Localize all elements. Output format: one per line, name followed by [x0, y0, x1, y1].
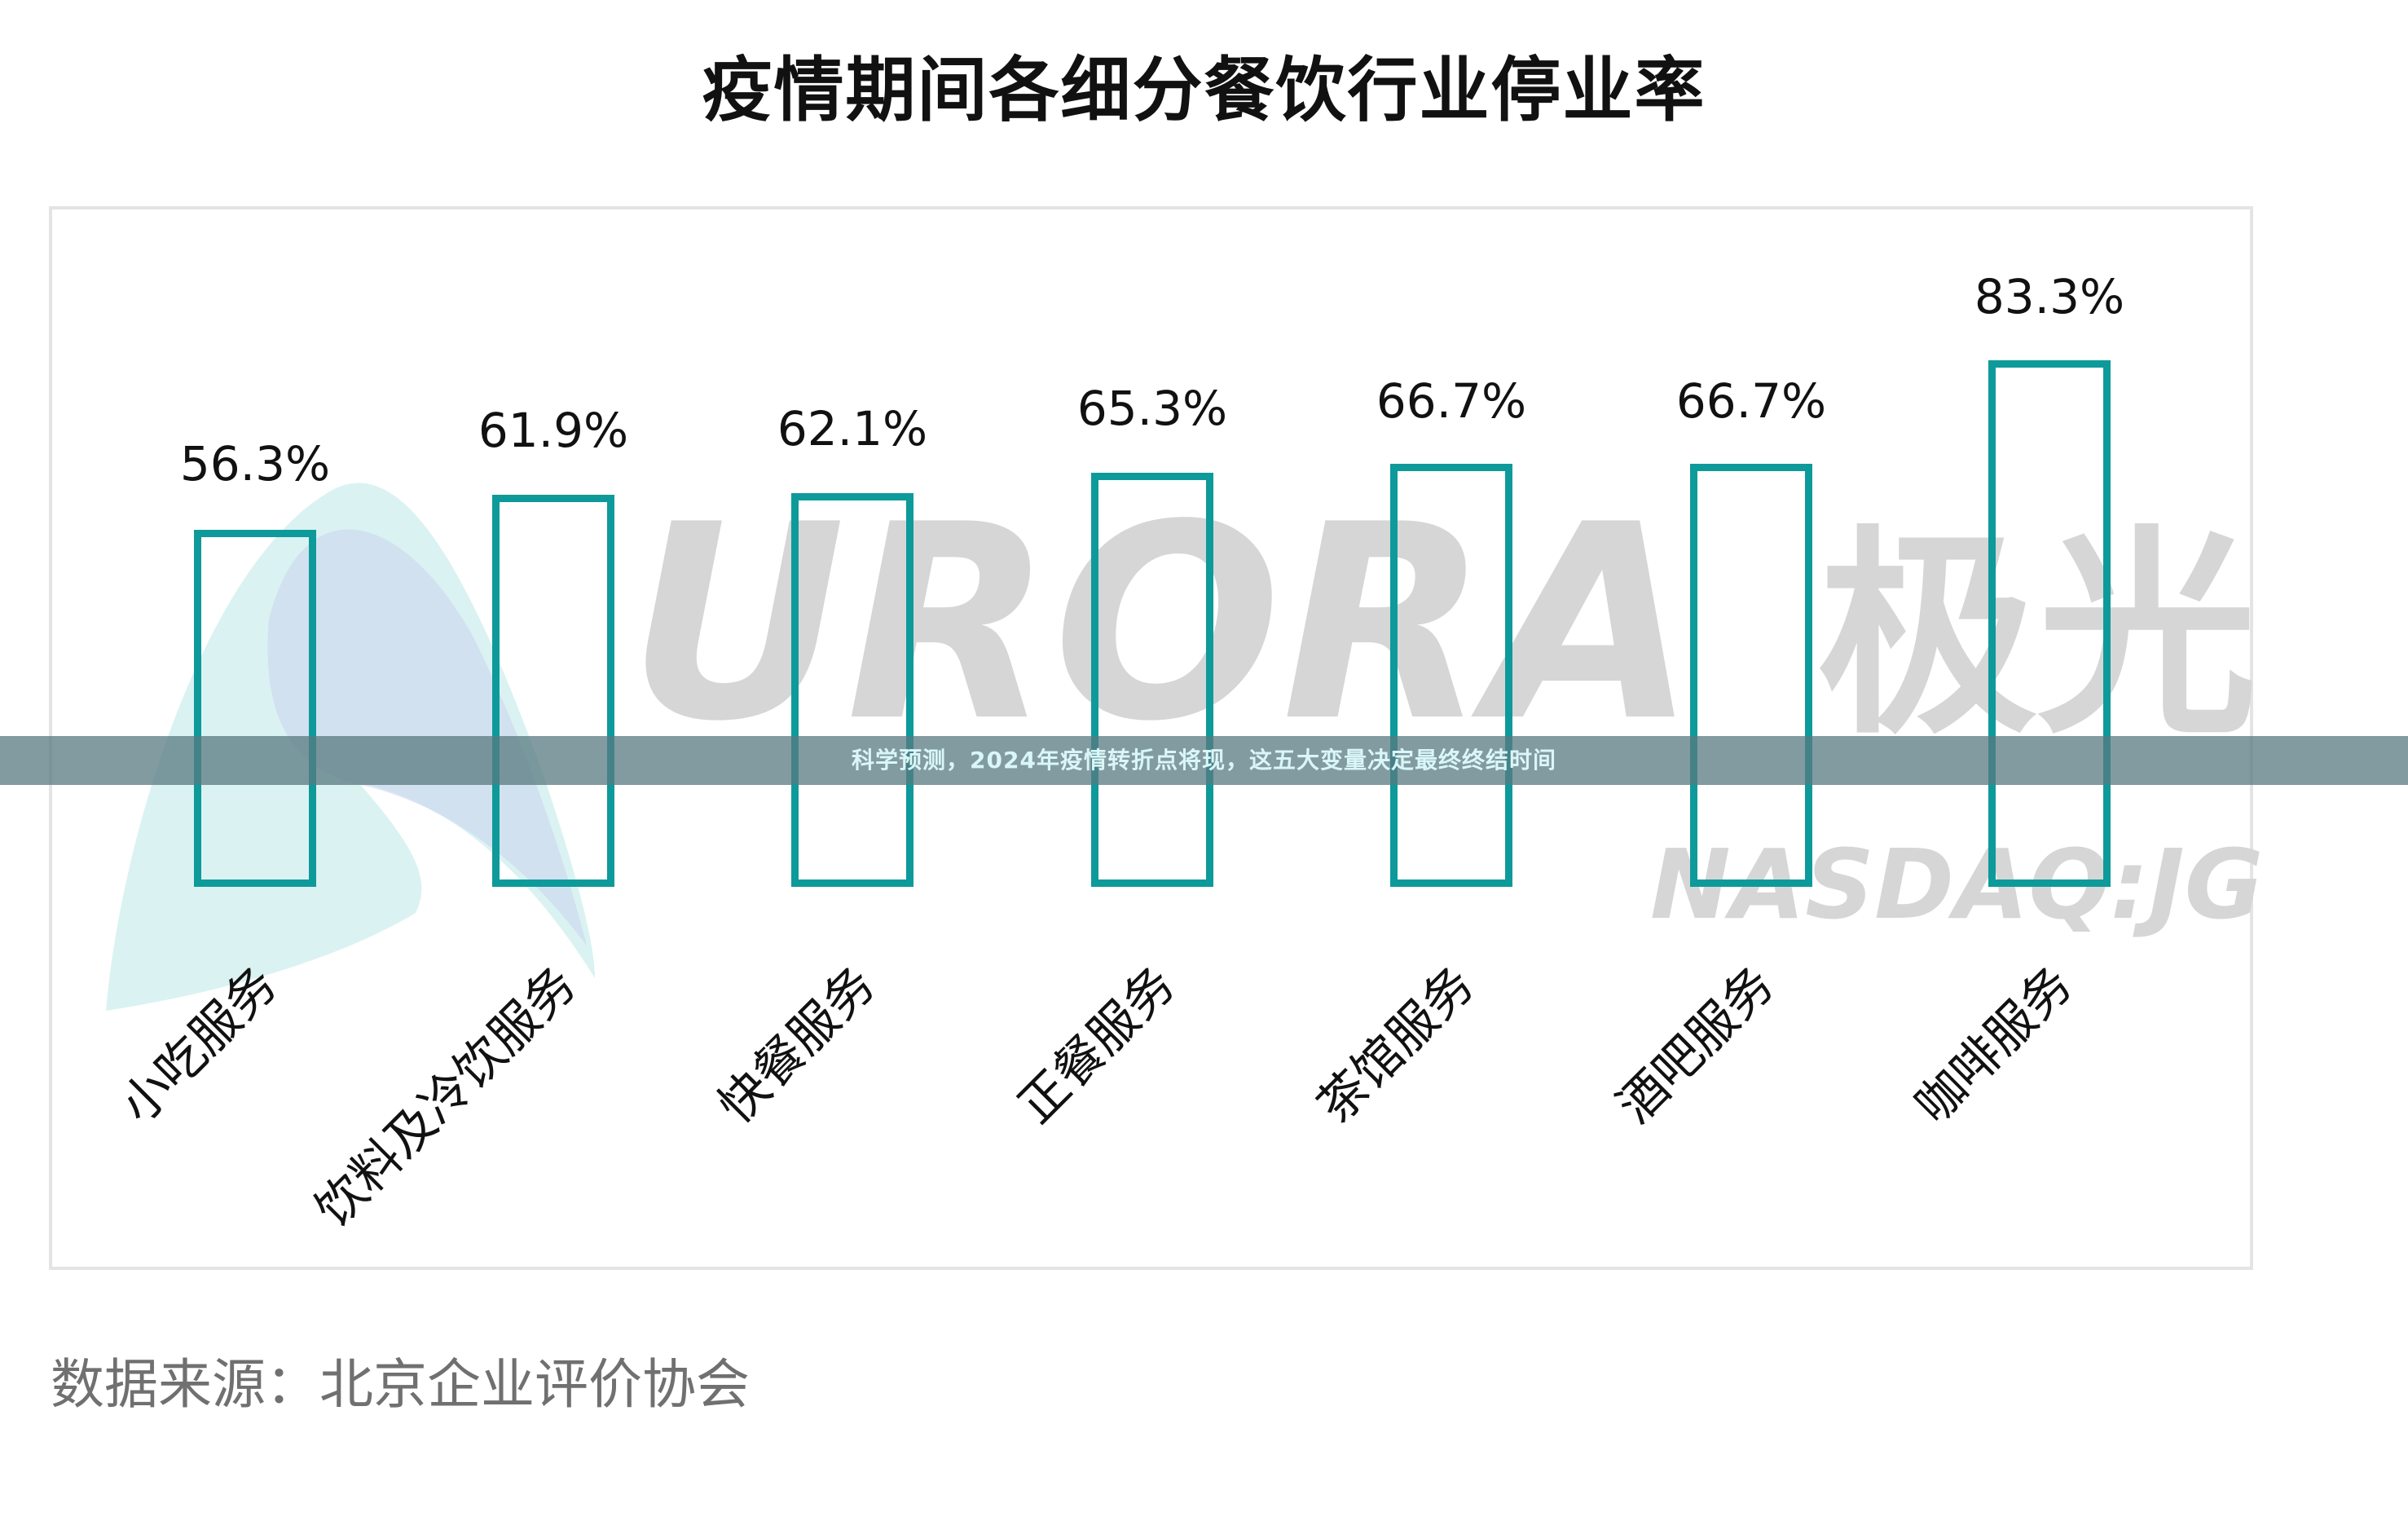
value-label-4: 66.7% — [1376, 373, 1527, 429]
watermark-cn-text: 极光 — [1817, 507, 2257, 764]
value-label-5: 66.7% — [1675, 373, 1827, 429]
data-source: 数据来源：北京企业评价协会 — [51, 1353, 750, 1416]
watermark-main-text: URORA — [627, 467, 1697, 780]
bar-6 — [1988, 360, 2111, 887]
headline-banner — [0, 736, 2408, 785]
bar-5 — [1690, 464, 1812, 887]
bar-3 — [1091, 473, 1213, 887]
value-label-2: 62.1% — [777, 401, 928, 456]
value-label-0: 56.3% — [179, 436, 331, 492]
bar-2 — [791, 493, 913, 887]
headline-banner-text[interactable]: 科学预测，2024年疫情转折点将现，这五大变量决定最终终结时间 — [852, 747, 1556, 774]
bar-0 — [194, 530, 316, 887]
bar-1 — [492, 495, 614, 887]
value-label-3: 65.3% — [1076, 381, 1228, 436]
value-label-1: 61.9% — [478, 403, 629, 458]
page-title: 疫情期间各细分餐饮行业停业率 — [702, 50, 1706, 131]
bar-4 — [1390, 464, 1512, 887]
value-label-6: 83.3% — [1974, 269, 2125, 324]
